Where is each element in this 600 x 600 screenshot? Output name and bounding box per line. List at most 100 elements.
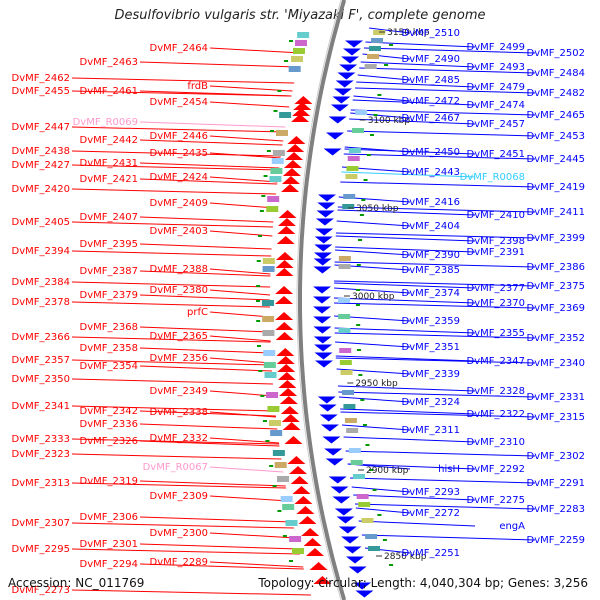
- forward-gene-mark: [293, 102, 312, 110]
- right-gene-label: DvMF_2302: [527, 451, 585, 462]
- left-label-connector: [139, 516, 293, 523]
- cog-color-block: [348, 148, 361, 153]
- cog-color-block: [344, 418, 357, 423]
- right-gene-label: DvMF_2404: [402, 221, 460, 232]
- gc-skew-mark: [356, 349, 361, 351]
- left-label-connector: [209, 335, 271, 342]
- left-label-connector: [209, 268, 271, 275]
- left-label-connector: [71, 336, 271, 343]
- accession-text: Accession: NC_011769: [8, 576, 145, 590]
- reverse-gene-mark: [314, 344, 333, 352]
- right-label-connector: [336, 220, 411, 227]
- forward-gene-mark: [288, 466, 307, 474]
- cog-color-block: [345, 174, 358, 179]
- right-gene-label: engA: [499, 521, 525, 532]
- left-gene-label: DvMF_2424: [150, 172, 208, 183]
- right-label-connector: [361, 534, 536, 541]
- right-gene-label: hisH: [438, 464, 460, 475]
- left-label-connector: [71, 522, 294, 529]
- cog-color-block: [297, 32, 310, 38]
- forward-gene-mark: [282, 422, 301, 430]
- left-label-connector: [139, 121, 286, 128]
- forward-gene-mark: [290, 476, 309, 484]
- left-label-connector: [139, 243, 272, 250]
- right-gene-label: DvMF_2370: [467, 298, 525, 309]
- right-gene-label: DvMF_2251: [402, 548, 460, 559]
- gc-skew-mark: [256, 320, 261, 322]
- right-label-connector: [337, 206, 536, 213]
- left-gene-label: frdB: [187, 81, 208, 92]
- right-gene-label: DvMF_2283: [527, 504, 585, 515]
- reverse-gene-mark: [353, 582, 372, 590]
- cog-color-block: [282, 504, 295, 510]
- left-gene-label: DvMF_2378: [12, 297, 70, 308]
- left-gene-label: DvMF_2326: [80, 436, 138, 447]
- reverse-gene-mark: [328, 476, 347, 484]
- right-label-connector: [334, 341, 411, 348]
- cog-color-block: [268, 420, 281, 426]
- gc-skew-mark: [382, 539, 387, 541]
- right-label-connector: [369, 27, 411, 34]
- reverse-gene-mark: [313, 252, 332, 260]
- cog-color-block: [346, 428, 359, 433]
- left-label-connector: [139, 162, 280, 169]
- left-gene-label: DvMF_2427: [12, 160, 70, 171]
- left-label-connector: [71, 405, 276, 412]
- left-label-connector: [139, 139, 283, 146]
- left-label-connector: [139, 61, 298, 68]
- gc-skew-mark: [284, 60, 289, 62]
- reverse-gene-mark: [338, 526, 357, 534]
- cog-color-block: [280, 496, 293, 502]
- left-label-connector: [209, 47, 302, 54]
- reverse-gene-mark: [315, 218, 334, 226]
- right-gene-label: DvMF_2386: [527, 262, 585, 273]
- cog-color-block: [365, 534, 378, 539]
- gc-skew-mark: [389, 44, 394, 46]
- left-gene-label: DvMF_2306: [80, 512, 138, 523]
- gc-skew-mark: [373, 114, 378, 116]
- forward-gene-mark: [303, 538, 322, 546]
- cog-color-block: [291, 56, 304, 62]
- left-gene-label: DvMF_2342: [80, 406, 138, 417]
- left-label-connector: [139, 178, 278, 185]
- gc-skew-mark: [260, 395, 265, 397]
- cog-color-block: [275, 130, 288, 136]
- right-gene-label: DvMF_2391: [467, 247, 525, 258]
- reverse-gene-mark: [341, 536, 360, 544]
- reverse-gene-mark: [314, 352, 333, 360]
- reverse-gene-mark: [313, 336, 332, 344]
- left-label-connector: [71, 90, 292, 97]
- right-gene-label: DvMF_2359: [402, 316, 460, 327]
- summary-text: Topology: circular; Length: 4,040,304 bp…: [258, 576, 588, 590]
- gc-skew-mark: [377, 94, 382, 96]
- left-gene-label: DvMF_2463: [80, 57, 138, 68]
- left-gene-label: DvMF_2356: [150, 353, 208, 364]
- right-label-connector: [345, 450, 536, 457]
- left-gene-label: prfC: [187, 307, 208, 318]
- cog-color-block: [295, 40, 308, 46]
- right-gene-label: DvMF_2272: [402, 508, 460, 519]
- right-gene-label: DvMF_2445: [527, 154, 585, 165]
- left-label-connector: [71, 438, 280, 445]
- left-gene-label: DvMF_2309: [150, 491, 208, 502]
- left-label-connector: [139, 347, 272, 354]
- left-gene-label: DvMF_2273: [12, 585, 70, 596]
- forward-gene-mark: [281, 414, 300, 422]
- gc-skew-mark: [389, 564, 394, 566]
- cog-color-block: [277, 476, 290, 482]
- gc-skew-mark: [289, 40, 294, 42]
- right-gene-label: DvMF_2293: [402, 487, 460, 498]
- right-gene-label: DvMF_2450: [402, 147, 460, 158]
- left-label-connector: [71, 126, 285, 133]
- left-label-connector: [209, 230, 273, 237]
- left-label-connector: [71, 164, 279, 171]
- genome-backbone: [298, 0, 347, 600]
- right-label-connector: [334, 332, 536, 339]
- forward-gene-mark: [294, 496, 313, 504]
- cog-color-block: [267, 196, 280, 202]
- cog-color-block: [292, 48, 305, 54]
- right-gene-label: DvMF_2374: [402, 288, 460, 299]
- scale-label: 3050 kbp: [356, 204, 399, 214]
- left-gene-label: DvMF_2289: [150, 557, 208, 568]
- reverse-gene-mark: [355, 590, 374, 598]
